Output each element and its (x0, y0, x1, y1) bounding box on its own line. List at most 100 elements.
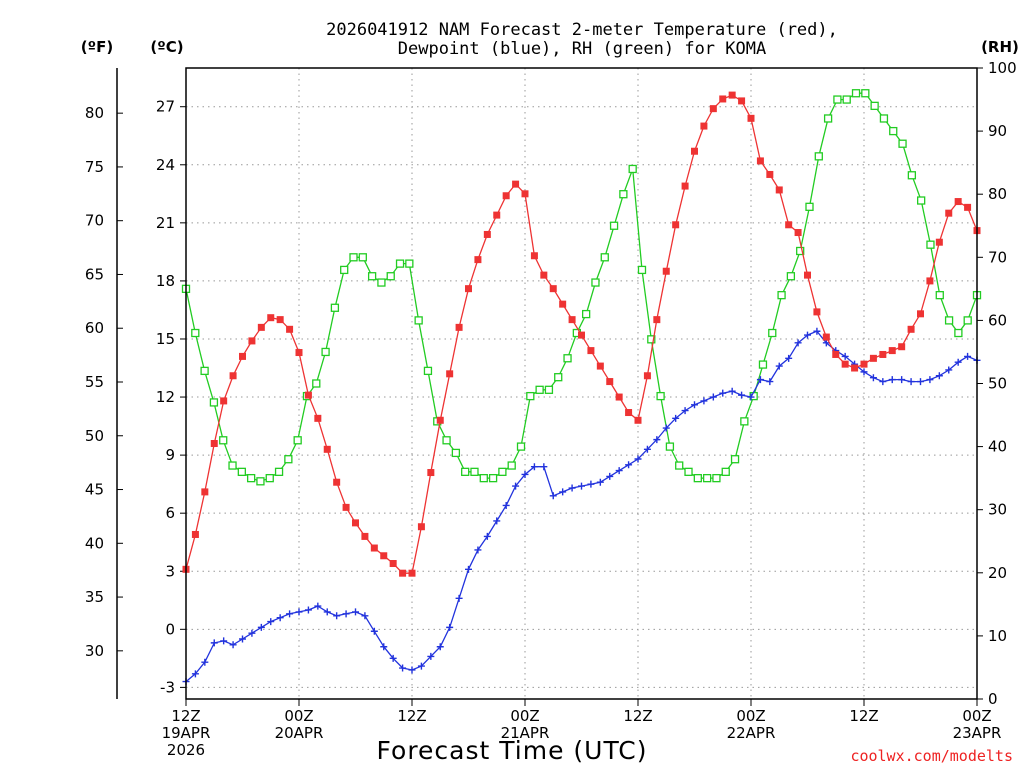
credit-text: coolwx.com/modelts (850, 747, 1013, 765)
rh-axis: 0 10 20 30 40 50 60 70 80 90 100 (977, 59, 1017, 708)
x-tick-label: 00Z (962, 707, 991, 725)
rh-point (461, 467, 470, 476)
rh-point (386, 272, 395, 281)
dewpoint-point (333, 612, 341, 620)
rh-point (935, 291, 944, 300)
x-tick-label: 12Z (171, 707, 200, 725)
temperature-point (502, 192, 510, 200)
rh-point (926, 240, 935, 249)
temperature-point (455, 323, 463, 331)
rh-point (609, 221, 619, 230)
dewpoint-point (606, 472, 614, 480)
rh-point (451, 448, 461, 458)
rh-point (209, 398, 219, 407)
temperature-point (521, 190, 529, 198)
dewpoint-point (738, 391, 746, 399)
temperature-point (314, 414, 322, 422)
temperature-point (691, 147, 698, 155)
rh-point (619, 190, 628, 199)
c-tick-label: 3 (165, 562, 175, 580)
dewpoint-point (380, 643, 388, 651)
rh-point (293, 436, 302, 445)
temperature-point (587, 347, 595, 355)
temperature-point (483, 230, 491, 238)
dewpoint-point (766, 378, 774, 386)
temperature-point (954, 198, 962, 206)
dewpoint-point (474, 546, 482, 554)
x-tick-label: 23APR (953, 724, 1002, 742)
rh-tick-label: 40 (988, 438, 1007, 456)
temperature-point (417, 523, 425, 531)
rh-point (861, 89, 870, 98)
rh-tick-label: 60 (988, 311, 1007, 329)
x-axis-label: Forecast Time (UTC) (377, 736, 648, 765)
rh-series (181, 89, 982, 486)
temperature-point (634, 416, 642, 424)
rh-point (637, 265, 647, 275)
rh-point (526, 391, 535, 401)
temperature-point (380, 552, 388, 560)
chart-title-line1: 2026041912 NAM Forecast 2-meter Temperat… (326, 20, 838, 40)
rh-point (516, 442, 526, 451)
rh-point (358, 253, 367, 262)
temperature-point (756, 157, 764, 165)
rh-point (191, 328, 200, 338)
rh-tick-label: 10 (988, 627, 1007, 645)
temperature-point (700, 122, 708, 130)
temperature-point (549, 285, 557, 293)
dewpoint-point (587, 480, 595, 488)
rh-unit-label: (RH) (981, 38, 1019, 56)
dewpoint-point (643, 445, 651, 453)
rh-point (870, 101, 879, 111)
temperature-point (559, 300, 567, 308)
temperature-point (738, 97, 746, 105)
dewpoint-point (399, 664, 407, 672)
rh-point (535, 385, 544, 394)
temperature-point (804, 271, 811, 279)
dewpoint-point (352, 608, 359, 616)
rh-tick-label: 70 (988, 248, 1007, 266)
rh-point (312, 379, 321, 388)
dewpoint-point (672, 414, 680, 422)
dewpoint-point (446, 623, 454, 631)
temperature-point (851, 364, 859, 372)
f-tick-label: 60 (85, 319, 104, 337)
rh-tick-label: 0 (988, 690, 998, 708)
temperature-point (276, 316, 284, 324)
dewpoint-point (417, 662, 425, 670)
dewpoint-point (691, 401, 698, 409)
temperature-point (399, 569, 407, 577)
dewpoint-point (540, 463, 548, 471)
c-tick-label: 27 (156, 98, 175, 116)
temperature-point (879, 350, 887, 358)
x-tick-label: 12Z (849, 707, 878, 725)
dewpoint-point (804, 331, 811, 339)
rh-point (702, 473, 712, 483)
dewpoint-point (201, 658, 209, 666)
temperature-point (926, 277, 934, 285)
temperature-point (239, 352, 246, 360)
temperature-series (182, 91, 981, 577)
rh-point (777, 291, 786, 300)
temperature-point (917, 310, 924, 318)
grid-lines (186, 68, 977, 699)
c-tick-label: 12 (156, 388, 175, 406)
dewpoint-point (229, 641, 237, 649)
temperature-point (333, 478, 341, 486)
temperature-point (794, 229, 802, 237)
temperature-point (841, 360, 849, 368)
temperature-point (888, 347, 896, 355)
rh-point (237, 467, 246, 476)
temperature-point (822, 333, 830, 341)
rh-point (758, 360, 768, 369)
dewpoint-point (257, 623, 265, 631)
dewpoint-point (276, 614, 284, 622)
rh-point (470, 467, 479, 476)
rh-point (228, 461, 237, 470)
rh-tick-label: 90 (988, 122, 1007, 140)
dewpoint-point (530, 463, 538, 471)
rh-point (488, 473, 498, 483)
dewpoint-point (935, 372, 943, 380)
temperature-point (267, 314, 275, 322)
